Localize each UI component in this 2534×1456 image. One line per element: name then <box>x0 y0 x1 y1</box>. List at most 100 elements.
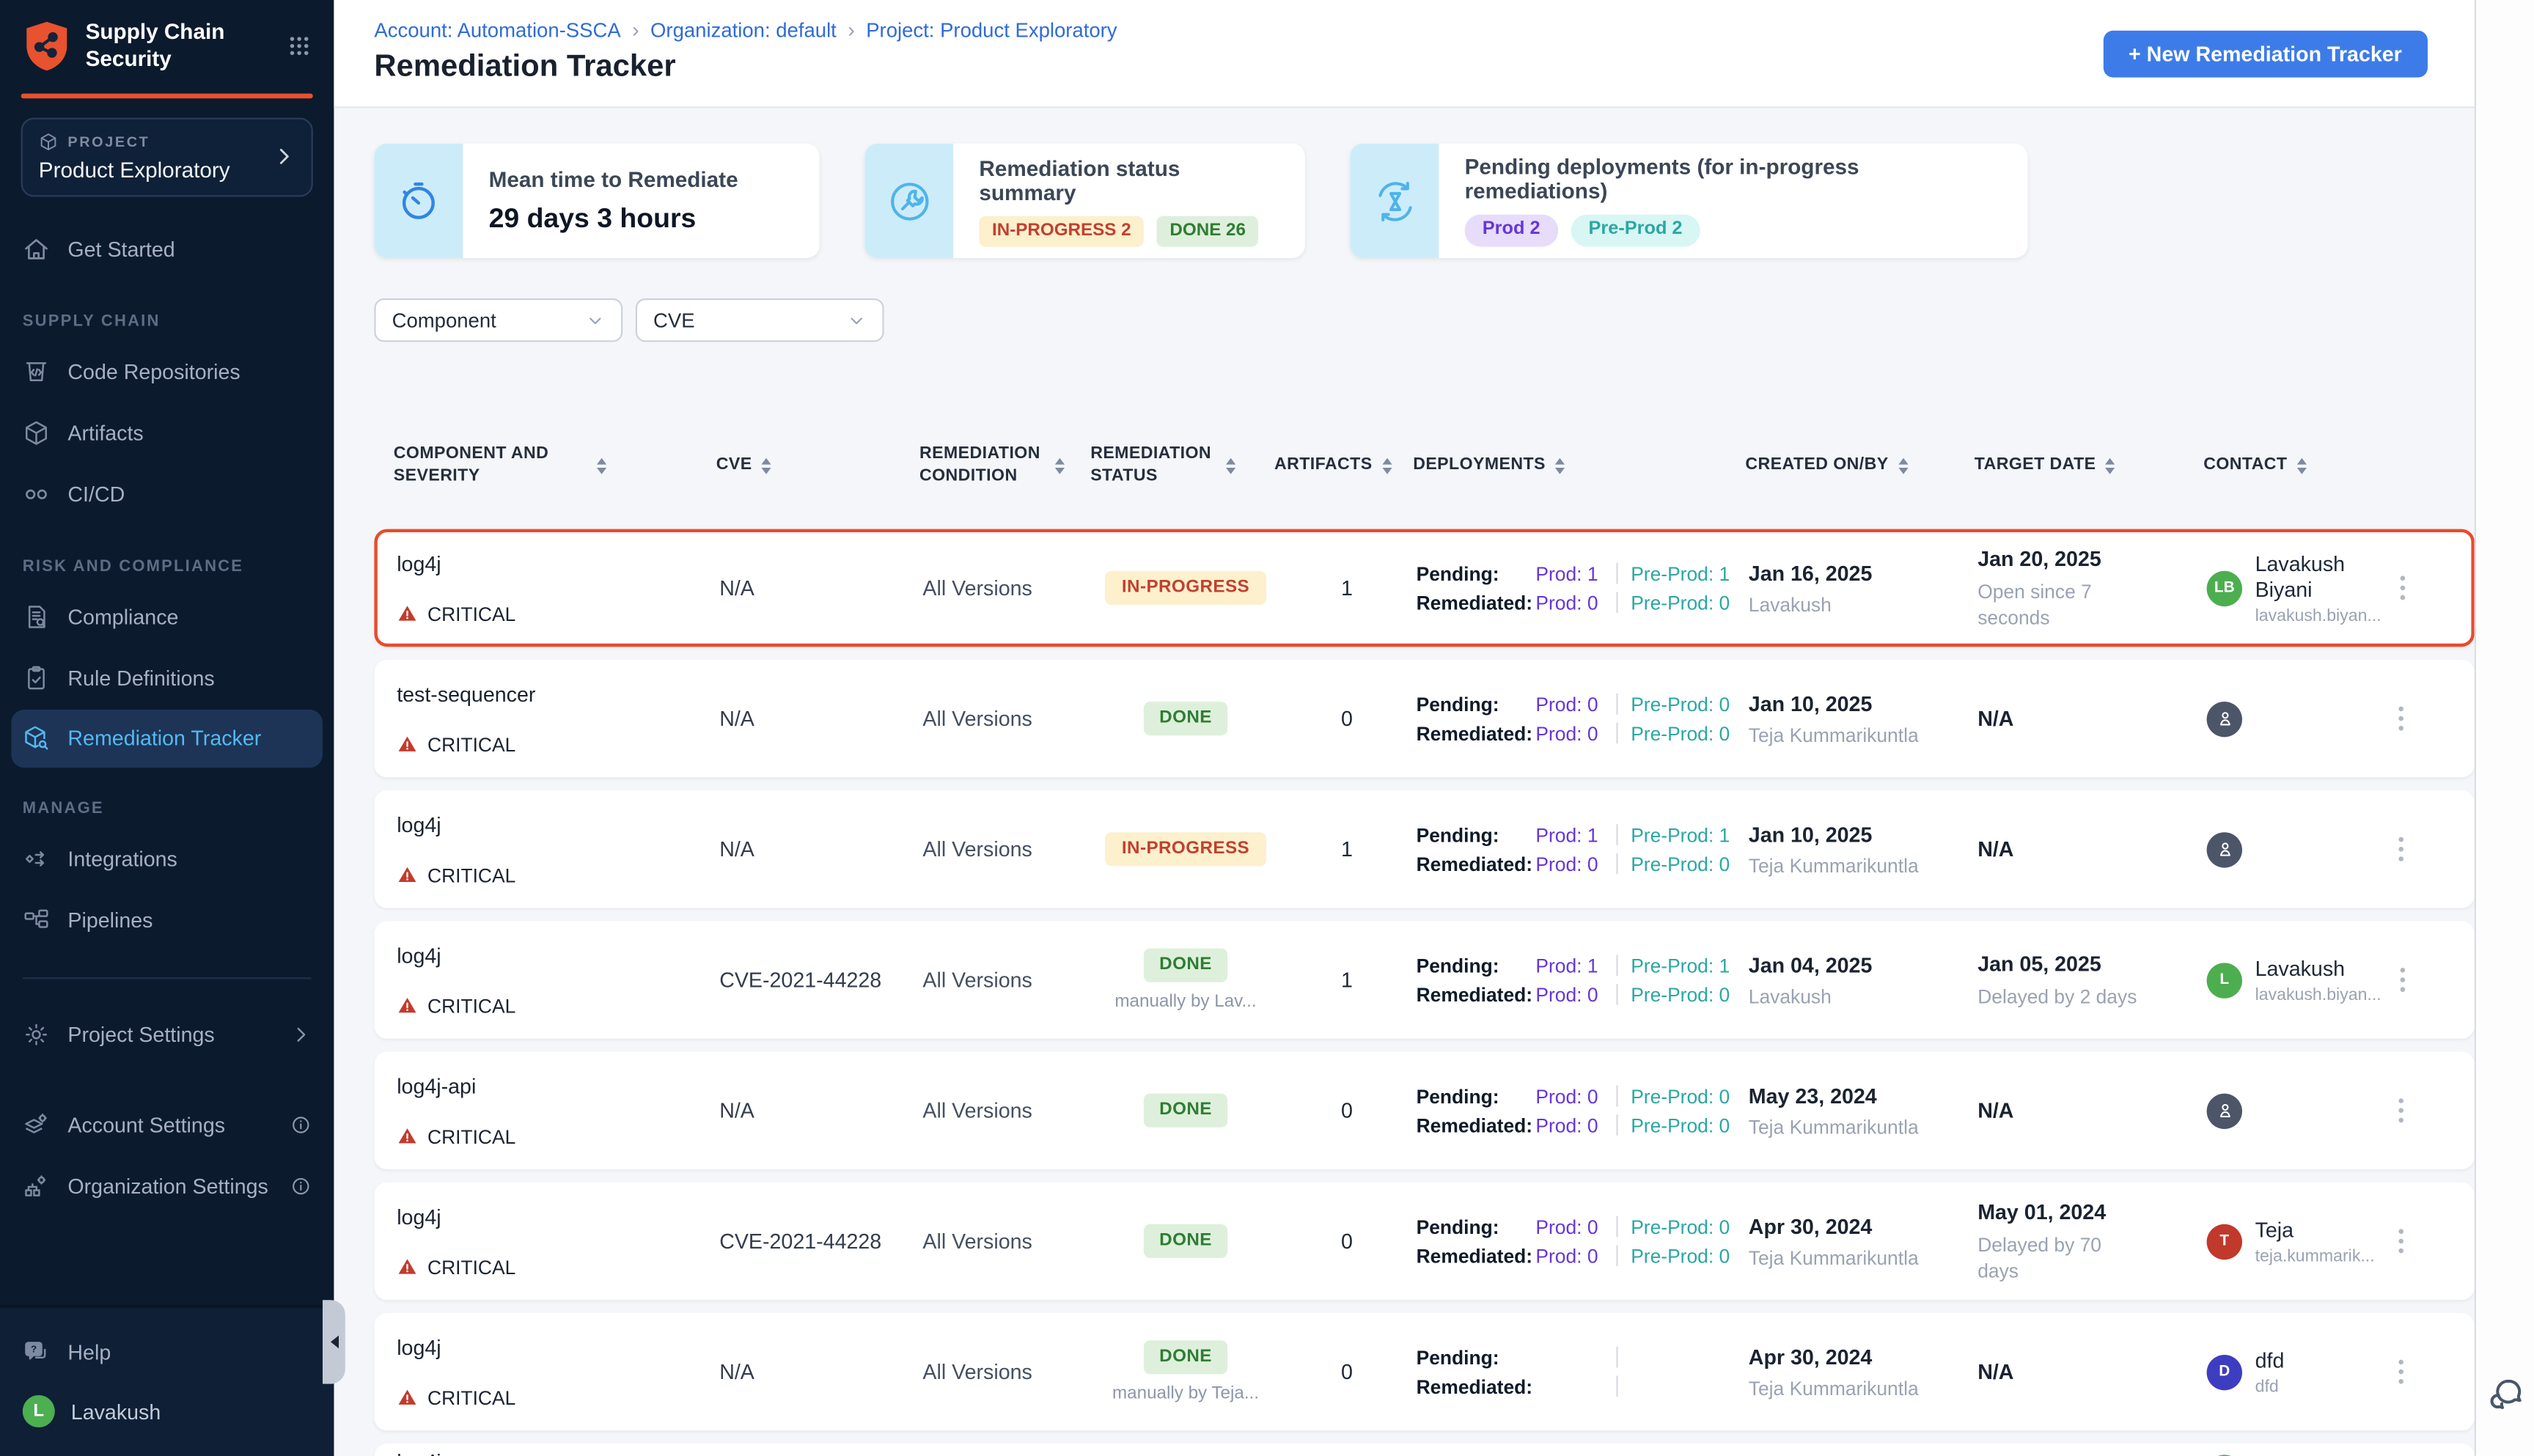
sidebar-item-integrations[interactable]: Integrations <box>0 828 334 890</box>
divider <box>1616 563 1618 585</box>
sidebar-item-cicd[interactable]: CI/CD <box>0 464 334 526</box>
sidebar-item-artifacts[interactable]: Artifacts <box>0 402 334 464</box>
row-actions-kebab-menu[interactable] <box>2392 1092 2410 1130</box>
sort-icon[interactable] <box>1898 457 1909 474</box>
component-name: log4j <box>397 551 441 576</box>
support-chat-icon[interactable] <box>2484 1374 2526 1424</box>
table-row[interactable]: log4j CRITICAL CVE-2021-44228 All Versio… <box>374 921 2475 1040</box>
user-menu[interactable]: L Lavakush <box>0 1382 334 1440</box>
row-actions-kebab-menu[interactable] <box>2392 1223 2410 1260</box>
column-header-remediation-status[interactable]: REMEDIATION STATUS <box>1090 444 1274 488</box>
column-header-cve[interactable]: CVE <box>716 444 919 488</box>
divider <box>1616 1086 1618 1107</box>
severity: CRITICAL <box>397 734 719 756</box>
column-header-artifacts[interactable]: ARTIFACTS <box>1274 444 1413 488</box>
cve-filter-select[interactable]: CVE <box>635 298 884 342</box>
person-icon <box>2219 843 2230 857</box>
avatar-initials: T <box>2219 1232 2230 1251</box>
severity: CRITICAL <box>397 603 719 625</box>
table-row[interactable]: log4j-api CRITICAL N/A All Versions DONE… <box>374 1052 2475 1170</box>
deployments-cell: Pending: Prod: 1 Pre-Prod: 1 Remediated:… <box>1417 817 1749 882</box>
sidebar-item-help[interactable]: ? Help <box>0 1321 334 1383</box>
sidebar-item-project-settings[interactable]: Project Settings <box>0 1004 334 1066</box>
component-filter-select[interactable]: Component <box>374 298 623 342</box>
contact-avatar: L <box>2206 962 2242 999</box>
breadcrumb-separator: › <box>848 18 855 43</box>
infinity-icon <box>26 490 47 500</box>
remediated-preprod-count: Pre-Prod: 0 <box>1631 853 1730 876</box>
card-icon-strip <box>374 143 463 258</box>
row-actions-kebab-menu[interactable] <box>2392 1353 2410 1391</box>
sort-icon[interactable] <box>1381 457 1392 474</box>
sidebar-item-label: CI/CD <box>67 482 125 507</box>
sidebar-item-code-repositories[interactable]: Code Repositories <box>0 342 334 403</box>
artifacts-count: 0 <box>1341 707 1353 732</box>
pending-preprod-count: Pre-Prod: 1 <box>1631 954 1730 977</box>
created-by: Lavakush <box>1748 593 1832 616</box>
table-row[interactable]: log4j CRITICAL N/A All Versions DONE man… <box>374 1313 2475 1432</box>
contact-name: Lavakush <box>2255 955 2346 980</box>
sidebar-item-rule-definitions[interactable]: Rule Definitions <box>0 648 334 710</box>
table-row[interactable]: log4j CRITICAL N/A All Versions IN-PROGR… <box>374 790 2475 909</box>
app-logo-shield-icon <box>26 22 67 72</box>
remediated-label: Remediated: <box>1416 1244 1533 1268</box>
target-note: Open since 7 seconds <box>1977 580 2092 629</box>
new-remediation-tracker-button[interactable]: + New Remediation Tracker <box>2102 30 2428 78</box>
row-actions-kebab-menu[interactable] <box>2394 570 2412 607</box>
sidebar-item-remediation-tracker[interactable]: Remediation Tracker <box>11 709 323 768</box>
sort-icon[interactable] <box>597 457 607 474</box>
column-header-remediation-condition[interactable]: REMEDIATION CONDITION <box>919 444 1090 488</box>
column-header-target-date[interactable]: TARGET DATE <box>1975 444 2203 488</box>
user-avatar: L <box>22 1395 55 1427</box>
table-row[interactable]: log4j CRITICAL N/A All Versions IN-PROGR… <box>374 529 2475 647</box>
remediation-condition-value: All Versions <box>922 1098 1032 1123</box>
sort-icon[interactable] <box>2105 457 2115 474</box>
summary-cards: Mean time to Remediate 29 days 3 hours R… <box>374 143 2474 258</box>
breadcrumb: Account: Automation-SSCA › Organization:… <box>374 18 2474 42</box>
table-row[interactable]: log4j CRITICAL CVE-2021-44228 All Versio… <box>374 1183 2475 1301</box>
sidebar-item-organization-settings[interactable]: Organization Settings <box>0 1156 334 1218</box>
sidebar-item-account-settings[interactable]: Account Settings <box>0 1095 334 1156</box>
sort-icon[interactable] <box>1226 457 1236 474</box>
app-switcher-grid-icon[interactable] <box>287 34 312 59</box>
pending-prod-count: Prod: 1 <box>1535 562 1598 586</box>
sidebar-item-compliance[interactable]: Compliance <box>0 587 334 648</box>
row-actions-kebab-menu[interactable] <box>2394 962 2412 999</box>
chevron-right-icon <box>297 1028 306 1043</box>
sort-icon[interactable] <box>761 457 772 474</box>
breadcrumb-organization[interactable]: Organization: default <box>650 18 837 42</box>
person-icon <box>2219 1104 2230 1118</box>
row-actions-kebab-menu[interactable] <box>2392 831 2410 869</box>
sort-icon[interactable] <box>1054 457 1065 474</box>
sidebar-item-label: Remediation Tracker <box>67 726 262 751</box>
sidebar-collapse-handle[interactable] <box>323 1300 345 1384</box>
sidebar-item-pipelines[interactable]: Pipelines <box>0 890 334 952</box>
row-actions-kebab-menu[interactable] <box>2392 700 2410 738</box>
contact-avatar <box>2206 701 2242 737</box>
table-row[interactable]: log4j-core Pending: Remediated: <box>374 1444 2475 1456</box>
sort-icon[interactable] <box>2296 457 2307 474</box>
info-icon[interactable] <box>290 1115 312 1136</box>
remediated-preprod-count: Pre-Prod: 0 <box>1631 1244 1730 1268</box>
contact-name: dfd <box>2255 1347 2285 1372</box>
status-badge: IN-PROGRESS <box>1105 832 1266 867</box>
project-selector[interactable]: PROJECT Product Exploratory <box>21 117 313 196</box>
remediated-prod-count: Prod: 0 <box>1535 1244 1598 1268</box>
artifacts-count: 1 <box>1341 576 1353 601</box>
sort-icon[interactable] <box>1555 457 1565 474</box>
breadcrumb-account[interactable]: Account: Automation-SSCA <box>374 18 621 42</box>
table-row[interactable]: test-sequencer CRITICAL N/A All Versions… <box>374 660 2475 779</box>
contact-avatar <box>2206 831 2242 868</box>
box-wrench-icon <box>25 727 48 751</box>
component-name: log4j <box>397 1204 441 1229</box>
sidebar-item-get-started[interactable]: Get Started <box>0 219 334 281</box>
column-header-created-on-by[interactable]: CREATED ON/BY <box>1745 444 1974 488</box>
column-header-contact[interactable]: CONTACT <box>2203 444 2475 488</box>
clipboard-check-icon <box>28 666 45 690</box>
column-header-deployments[interactable]: DEPLOYMENTS <box>1413 444 1745 488</box>
sidebar-item-label: Help <box>67 1339 111 1364</box>
column-header-component[interactable]: COMPONENT AND SEVERITY <box>394 444 716 488</box>
artifacts-count: 0 <box>1341 1098 1353 1123</box>
info-icon[interactable] <box>290 1176 312 1197</box>
breadcrumb-project[interactable]: Project: Product Exploratory <box>866 18 1117 42</box>
